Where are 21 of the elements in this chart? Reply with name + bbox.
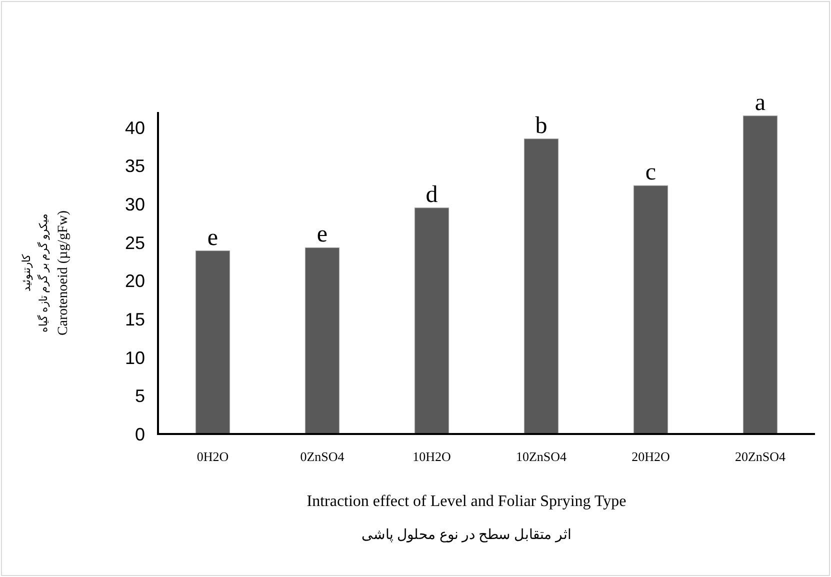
annotation: a xyxy=(754,90,766,116)
y-tick-label: 20 xyxy=(124,271,145,292)
y-tick-label: 30 xyxy=(124,194,145,214)
x-tick-label: 0H2O xyxy=(196,449,229,464)
x-tick-label: 10ZnSO4 xyxy=(516,449,568,464)
y-tick-label: 5 xyxy=(134,386,145,406)
y-tick-label: 0 xyxy=(134,424,145,444)
annotation: e xyxy=(316,222,328,248)
y-tick-label: 15 xyxy=(124,310,145,330)
x-tick-label: 0ZnSO4 xyxy=(300,449,345,464)
y-tick-label: 10 xyxy=(124,348,145,368)
x-tick-label: 20ZnSO4 xyxy=(734,449,786,464)
annotation: b xyxy=(535,112,548,139)
y-tick-label: 25 xyxy=(124,232,145,253)
x-tick-label: 10H2O xyxy=(412,449,451,464)
annotation: e xyxy=(207,224,218,251)
annotation: c xyxy=(645,160,656,186)
annotation: d xyxy=(426,182,438,208)
x-tick-label: 20H2O xyxy=(632,449,670,464)
y-tick-label: 35 xyxy=(124,156,145,176)
y-tick-label: 40 xyxy=(124,118,145,138)
